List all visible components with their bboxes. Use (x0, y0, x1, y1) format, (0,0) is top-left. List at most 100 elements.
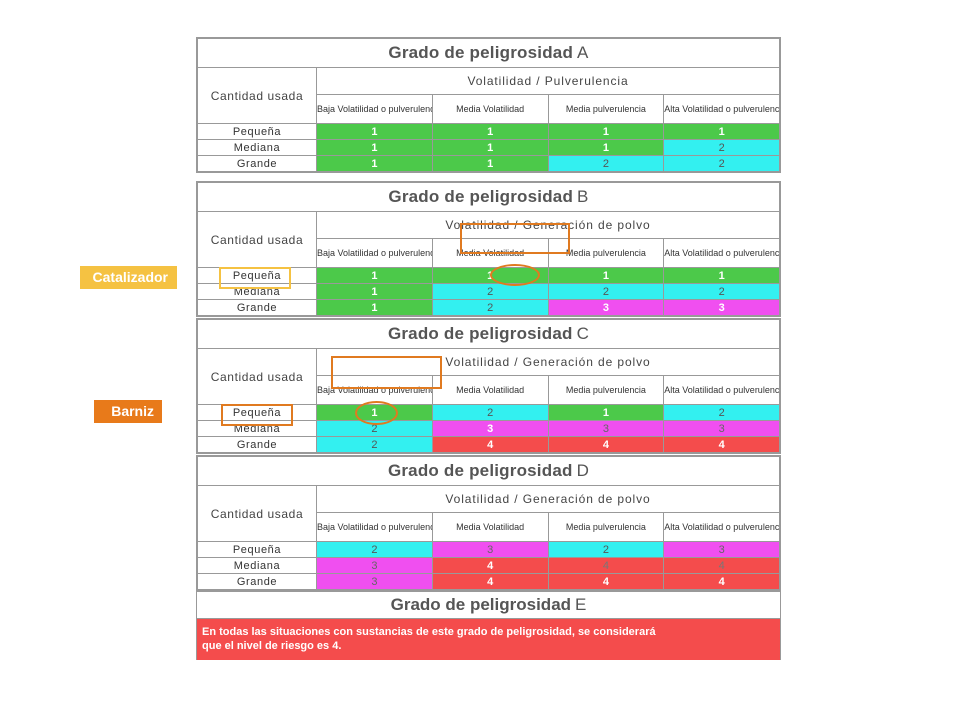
cantidad-usada-header: Cantidad usada (197, 67, 317, 124)
row-label: Grande (197, 436, 317, 453)
risk-cell: 4 (431, 436, 549, 453)
column-header: Media Volatilidad (431, 512, 549, 542)
value-highlight-oval-b (490, 264, 540, 286)
volatility-header: Volatilidad / Pulverulencia (316, 67, 780, 95)
risk-cell: 1 (663, 267, 780, 284)
risk-cell: 2 (316, 541, 433, 558)
column-header: Media Volatilidad (431, 375, 549, 405)
column-header: Baja Volatilidad o pulverulencia (316, 375, 433, 405)
table-grado-b: Grado de peligrosidad B Cantidad usada Vola… (196, 181, 781, 317)
title-letter: C (576, 324, 590, 343)
risk-cell: 3 (663, 299, 780, 316)
risk-cell: 1 (663, 123, 780, 140)
column-header: Media pulverulencia (547, 512, 665, 542)
risk-cell: 3 (431, 541, 549, 558)
risk-cell: 1 (316, 267, 433, 284)
column-header: Alta Volatilidad o pulverulencia (663, 512, 780, 542)
column-header: Media Volatilidad (431, 94, 549, 124)
row-label: Pequeña (197, 123, 317, 140)
risk-cell: 1 (547, 267, 665, 284)
risk-cell: 2 (431, 283, 549, 300)
table-grado-e: Grado de peligrosidad E En todas las situ… (196, 591, 781, 660)
risk-cell: 1 (547, 404, 665, 421)
risk-cell: 1 (431, 123, 549, 140)
risk-cell: 4 (547, 557, 665, 574)
title-text: Grado de peligrosidad (388, 43, 574, 62)
row-label: Grande (197, 155, 317, 172)
risk-cell: 4 (431, 557, 549, 574)
table-title: Grado de peligrosidad D (197, 456, 780, 486)
risk-cell: 4 (663, 573, 780, 590)
barniz-label: Barniz (94, 400, 162, 423)
catalizador-label: Catalizador (80, 266, 177, 289)
title-letter: A (577, 43, 589, 62)
risk-cell: 1 (316, 123, 433, 140)
column-header: Media pulverulencia (547, 94, 665, 124)
risk-cell: 4 (663, 557, 780, 574)
column-header: Alta Volatilidad o pulverulencia (663, 94, 780, 124)
risk-cell: 1 (547, 123, 665, 140)
row-label: Mediana (197, 557, 317, 574)
volatility-header: Volatilidad / Generación de polvo (316, 348, 780, 376)
table-grado-d: Grado de peligrosidad D Cantidad usada Vola… (196, 455, 781, 591)
risk-cell: 3 (431, 420, 549, 437)
table-title: Grado de peligrosidad B (197, 182, 780, 212)
table-row: Mediana 1 2 2 2 (197, 283, 780, 300)
baja-volatilidad-highlight (331, 356, 442, 389)
row-label: Mediana (197, 139, 317, 156)
title-letter: B (577, 187, 589, 206)
risk-cell: 2 (431, 404, 549, 421)
mediana-highlight-c (221, 404, 293, 426)
risk-cell: 4 (547, 573, 665, 590)
value-highlight-oval-c (355, 401, 398, 425)
table-grado-a: Grado de peligrosidad A Cantidad usada Vola… (196, 37, 781, 173)
column-header: Media pulverulencia (547, 375, 665, 405)
table-row: Grande 1 1 2 2 (197, 155, 780, 172)
risk-cell: 4 (663, 436, 780, 453)
cantidad-usada-header: Cantidad usada (197, 485, 317, 542)
title-text: Grado de peligrosidad (390, 595, 572, 614)
column-header: Baja Volatilidad o pulverulencia (316, 94, 433, 124)
row-label: Grande (197, 573, 317, 590)
risk-cell: 3 (547, 299, 665, 316)
cantidad-usada-header: Cantidad usada (197, 211, 317, 268)
table-row: Grande 1 2 3 3 (197, 299, 780, 316)
title-letter: E (575, 595, 587, 614)
column-header: Alta Volatilidad o pulverulencia (663, 375, 780, 405)
risk-cell: 3 (547, 420, 665, 437)
risk-cell: 1 (316, 139, 433, 156)
title-letter: D (576, 461, 590, 480)
column-header: Alta Volatilidad o pulverulencia (663, 238, 780, 268)
table-title: Grado de peligrosidad C (197, 319, 780, 349)
table-row: Mediana 3 4 4 4 (197, 557, 780, 574)
column-header: Baja Volatilidad o pulverulencia (316, 238, 433, 268)
risk-cell: 1 (316, 155, 433, 172)
risk-cell: 4 (431, 573, 549, 590)
column-header: Baja Volatilidad o pulverulencia (316, 512, 433, 542)
table-row: Mediana 1 1 1 2 (197, 139, 780, 156)
risk-cell: 2 (547, 283, 665, 300)
risk-cell: 2 (663, 404, 780, 421)
risk-note: En todas las situaciones con sustancias … (197, 619, 780, 660)
risk-cell: 3 (316, 573, 433, 590)
risk-cell: 2 (316, 436, 433, 453)
media-volatilidad-highlight (460, 223, 570, 254)
risk-cell: 1 (431, 139, 549, 156)
risk-cell: 2 (547, 541, 665, 558)
title-text: Grado de peligrosidad (387, 461, 573, 480)
risk-cell: 3 (663, 541, 780, 558)
risk-cell: 4 (547, 436, 665, 453)
table-title: Grado de peligrosidad A (197, 38, 780, 68)
row-label: Grande (197, 299, 317, 316)
risk-cell: 1 (431, 155, 549, 172)
risk-cell: 1 (547, 139, 665, 156)
table-grado-c: Grado de peligrosidad C Cantidad usada Vola… (196, 318, 781, 454)
volatility-header: Volatilidad / Generación de polvo (316, 485, 780, 513)
risk-cell: 3 (663, 420, 780, 437)
title-text: Grado de peligrosidad (388, 187, 574, 206)
risk-cell: 2 (547, 155, 665, 172)
mediana-highlight-b (219, 267, 291, 289)
risk-cell: 2 (663, 139, 780, 156)
risk-cell: 1 (316, 283, 433, 300)
table-row: Pequeña 1 1 1 1 (197, 123, 780, 140)
